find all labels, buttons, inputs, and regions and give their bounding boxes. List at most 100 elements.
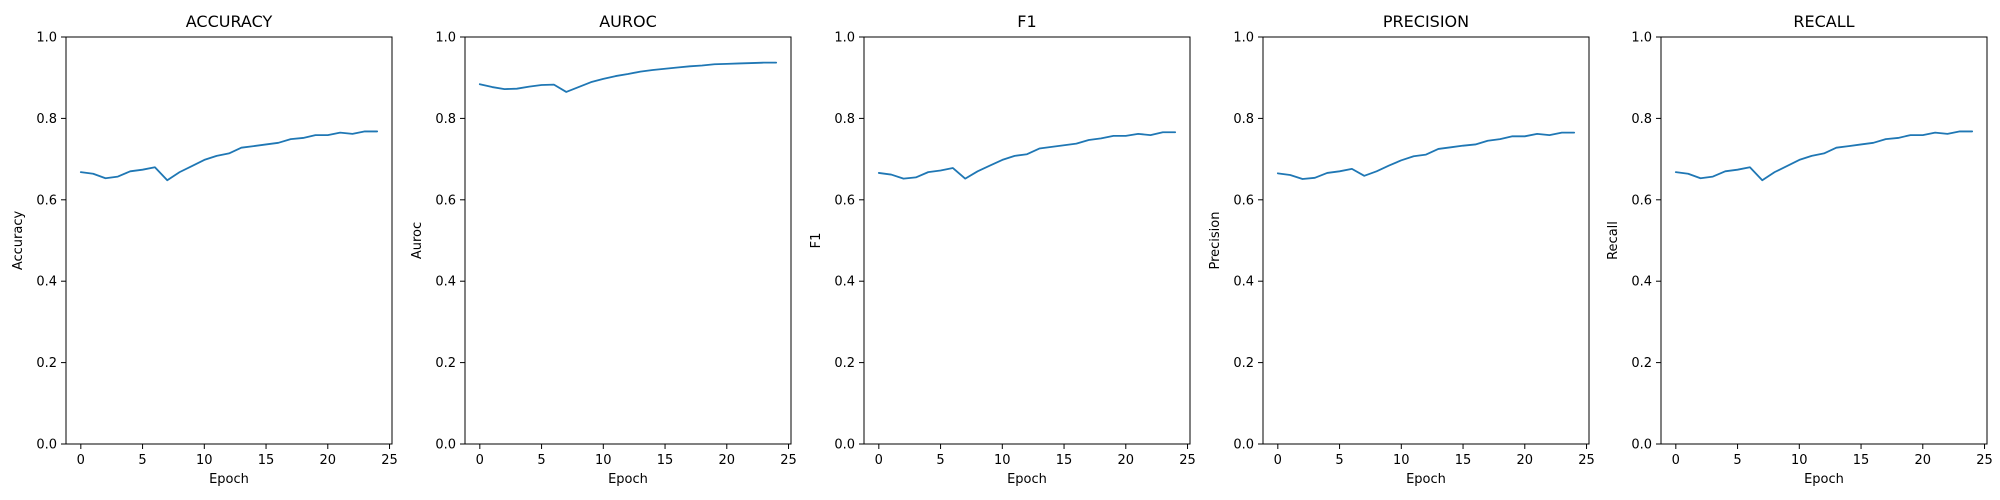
precision-ytick-label: 1.0 xyxy=(1233,31,1254,46)
auroc-ytick-label: 0.4 xyxy=(435,275,456,290)
accuracy-point xyxy=(339,132,341,134)
f1-xtick-label: 20 xyxy=(1118,453,1135,468)
recall-point xyxy=(1909,134,1911,136)
accuracy-xtick-label: 10 xyxy=(196,453,213,468)
accuracy-xtick-label: 5 xyxy=(138,453,146,468)
f1-point xyxy=(927,171,929,173)
recall-point xyxy=(1860,143,1862,145)
accuracy-title: ACCURACY xyxy=(186,12,273,31)
f1-point xyxy=(878,172,880,174)
accuracy-point xyxy=(129,170,131,172)
recall-ylabel: Recall xyxy=(1606,221,1621,260)
accuracy-point xyxy=(265,143,267,145)
precision-ylabel: Precision xyxy=(1208,211,1223,269)
f1-xtick-label: 25 xyxy=(1179,453,1196,468)
precision-point xyxy=(1302,178,1304,180)
auroc-panel: AUROC 0.0 0.2 0.4 0.6 0.8 1.0 0 5 10 15 20 25 Epoch Au… xyxy=(410,12,797,487)
f1-ytick-label: 0.0 xyxy=(834,438,855,453)
recall-xtick-label: 0 xyxy=(1672,453,1680,468)
precision-point xyxy=(1326,172,1328,174)
precision-xtick-label: 20 xyxy=(1517,453,1534,468)
recall-point xyxy=(1687,173,1689,175)
accuracy-point xyxy=(314,134,316,136)
precision-point xyxy=(1339,170,1341,172)
auroc-point xyxy=(590,81,592,83)
auroc-point xyxy=(676,67,678,69)
auroc-ytick-label: 0.2 xyxy=(435,356,456,371)
precision-point xyxy=(1573,132,1575,134)
recall-title: RECALL xyxy=(1793,12,1854,31)
auroc-plot-frame xyxy=(464,36,792,445)
f1-point xyxy=(903,178,905,180)
accuracy-ytick-label: 0.6 xyxy=(36,193,57,208)
accuracy-point xyxy=(228,152,230,154)
accuracy-plot-frame xyxy=(65,36,393,445)
recall-point xyxy=(1811,155,1813,157)
accuracy-point xyxy=(277,142,279,144)
f1-xlabel: Epoch xyxy=(1007,472,1047,487)
precision-point xyxy=(1450,146,1452,148)
recall-point xyxy=(1786,165,1788,167)
recall-point xyxy=(1774,171,1776,173)
precision-point xyxy=(1561,132,1563,134)
f1-point xyxy=(1063,144,1065,146)
recall-point xyxy=(1922,134,1924,136)
f1-point xyxy=(1162,131,1164,133)
recall-point xyxy=(1897,137,1899,139)
accuracy-ytick-label: 1.0 xyxy=(36,31,57,46)
accuracy-point xyxy=(327,134,329,136)
auroc-point xyxy=(578,86,580,88)
auroc-ylabel: Auroc xyxy=(410,222,425,259)
precision-point xyxy=(1548,134,1550,136)
auroc-point xyxy=(763,62,765,64)
precision-ytick-label: 0.4 xyxy=(1233,275,1254,290)
accuracy-point xyxy=(216,155,218,157)
auroc-ytick-label: 0.0 xyxy=(435,438,456,453)
auroc-point xyxy=(602,78,604,80)
recall-panel: RECALL 0.0 0.2 0.4 0.6 0.8 1.0 0 5 10 15 20 25 Epoch R… xyxy=(1606,12,1993,487)
precision-series-line xyxy=(1276,131,1576,180)
precision-point xyxy=(1437,148,1439,150)
accuracy-point xyxy=(142,169,144,171)
recall-xtick-label: 25 xyxy=(1976,453,1993,468)
precision-point xyxy=(1536,133,1538,135)
precision-ytick-label: 0.6 xyxy=(1233,193,1254,208)
recall-ytick-label: 1.0 xyxy=(1631,31,1652,46)
auroc-ytick-label: 0.8 xyxy=(435,112,456,127)
accuracy-point xyxy=(166,179,168,181)
f1-ytick-label: 0.6 xyxy=(834,193,855,208)
auroc-point xyxy=(750,62,752,64)
f1-ylabel: F1 xyxy=(809,233,824,249)
f1-point xyxy=(964,178,966,180)
auroc-point xyxy=(652,69,654,71)
precision-panel: PRECISION 0.0 0.2 0.4 0.6 0.8 1.0 0 5 10 15 20 25 Epo… xyxy=(1208,12,1595,487)
recall-point xyxy=(1971,130,1973,132)
auroc-point xyxy=(689,65,691,67)
accuracy-point xyxy=(117,176,119,178)
accuracy-point xyxy=(364,130,366,132)
recall-point xyxy=(1823,152,1825,154)
precision-ytick-label: 0.2 xyxy=(1233,356,1254,371)
accuracy-xtick-label: 20 xyxy=(320,453,337,468)
accuracy-series-line xyxy=(79,130,379,182)
auroc-xtick-label: 20 xyxy=(719,453,736,468)
f1-panel: F1 0.0 0.2 0.4 0.6 0.8 1.0 0 5 10 15 20 25 Epoch F1 xyxy=(809,12,1196,487)
accuracy-point xyxy=(105,177,107,179)
f1-point xyxy=(1112,135,1114,137)
recall-xtick-label: 20 xyxy=(1915,453,1932,468)
accuracy-ytick-label: 0.2 xyxy=(36,356,57,371)
precision-plot-frame xyxy=(1262,36,1590,445)
precision-point xyxy=(1277,172,1279,174)
precision-xtick-label: 15 xyxy=(1455,453,1472,468)
accuracy-ytick-label: 0.4 xyxy=(36,275,57,290)
f1-ytick-label: 0.2 xyxy=(834,356,855,371)
accuracy-ytick-label: 0.8 xyxy=(36,112,57,127)
accuracy-point xyxy=(290,138,292,140)
recall-point xyxy=(1712,176,1714,178)
f1-point xyxy=(890,174,892,176)
recall-point xyxy=(1848,145,1850,147)
f1-plot-frame xyxy=(863,36,1191,445)
auroc-point xyxy=(615,75,617,77)
accuracy-point xyxy=(92,173,94,175)
recall-xtick-label: 10 xyxy=(1791,453,1808,468)
